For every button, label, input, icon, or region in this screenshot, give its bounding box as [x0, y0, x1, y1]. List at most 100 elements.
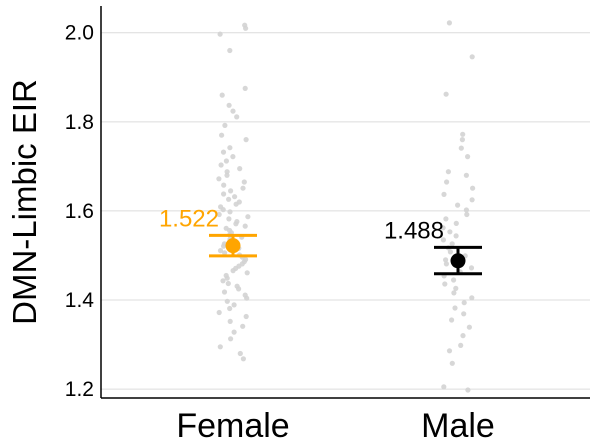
data-point — [225, 280, 231, 287]
data-point — [221, 289, 228, 295]
data-point — [461, 300, 467, 306]
data-point — [441, 191, 447, 197]
data-point — [222, 250, 228, 256]
data-point — [449, 241, 455, 247]
data-point — [240, 185, 246, 191]
data-point — [220, 207, 226, 213]
data-point — [231, 329, 237, 335]
jitter-points — [216, 20, 476, 393]
data-point — [463, 207, 469, 213]
data-point — [228, 336, 234, 342]
data-point — [227, 47, 233, 54]
data-point — [236, 286, 242, 292]
data-point — [445, 169, 451, 175]
data-point — [219, 132, 225, 138]
data-point — [232, 194, 238, 200]
data-point — [443, 261, 449, 267]
data-point — [245, 214, 251, 220]
data-point — [465, 154, 471, 160]
data-point — [230, 108, 236, 114]
mean-markers: 1.522 1.488 — [159, 205, 482, 276]
data-point — [444, 179, 450, 185]
mean-label: 1.488 — [384, 217, 444, 244]
gridlines — [101, 32, 590, 390]
data-point — [234, 114, 240, 120]
data-point — [468, 265, 475, 271]
data-point — [443, 91, 449, 97]
data-point — [463, 172, 469, 178]
data-point — [233, 201, 239, 207]
data-point — [244, 270, 250, 276]
data-point — [227, 318, 233, 324]
data-point — [470, 185, 476, 191]
data-point — [458, 145, 464, 151]
data-point — [460, 131, 466, 137]
data-point — [449, 317, 455, 323]
data-point — [446, 20, 452, 26]
data-point — [221, 182, 227, 188]
data-point — [447, 249, 453, 255]
data-point — [449, 360, 455, 366]
data-point — [220, 278, 226, 284]
data-point — [469, 54, 475, 60]
data-point — [216, 309, 222, 316]
mean-point — [225, 238, 241, 254]
data-point — [453, 220, 459, 226]
data-point — [221, 191, 227, 197]
data-point — [447, 229, 453, 235]
data-point — [226, 216, 232, 222]
data-point — [224, 275, 230, 281]
y-tick-label: 2.0 — [65, 22, 94, 45]
data-point — [443, 257, 449, 263]
data-point — [222, 122, 228, 128]
data-point — [453, 285, 459, 291]
y-tick-label: 1.6 — [65, 200, 94, 223]
data-point — [227, 209, 233, 215]
data-point — [217, 344, 223, 350]
data-point — [458, 342, 464, 348]
data-point — [461, 311, 467, 317]
data-point — [466, 324, 472, 330]
data-point — [230, 154, 236, 160]
data-point — [465, 387, 471, 393]
data-point — [217, 248, 224, 254]
data-point — [224, 298, 230, 304]
data-point — [242, 223, 248, 229]
data-point — [455, 202, 461, 208]
data-point — [217, 31, 223, 37]
data-point — [237, 350, 243, 357]
data-point — [240, 356, 246, 362]
data-point — [460, 333, 466, 339]
y-tick-label: 1.8 — [65, 111, 94, 134]
data-point — [442, 281, 448, 287]
data-point — [243, 313, 249, 320]
mean-point — [450, 253, 466, 269]
mean-label: 1.522 — [159, 205, 219, 232]
x-category-label: Female — [176, 407, 289, 440]
data-point — [244, 295, 250, 301]
data-point — [243, 25, 249, 31]
data-point — [216, 176, 222, 182]
data-point — [440, 237, 446, 243]
y-tick-label: 1.4 — [65, 289, 95, 312]
data-point — [241, 179, 247, 185]
data-point — [240, 323, 246, 329]
x-category-label: Male — [421, 407, 495, 440]
data-point — [233, 221, 239, 227]
data-point — [218, 162, 224, 168]
data-point — [469, 295, 475, 301]
data-point — [219, 92, 225, 98]
axes: 1.2 1.4 1.6 1.8 2.0 Female Male — [65, 6, 590, 440]
data-point — [451, 290, 457, 296]
data-point — [440, 225, 446, 231]
y-tick-label: 1.2 — [65, 378, 94, 401]
data-point — [242, 85, 248, 91]
data-point — [452, 305, 458, 311]
data-point — [231, 302, 237, 308]
data-point — [221, 243, 227, 249]
data-point — [227, 305, 233, 312]
y-axis-title: DMN-Limbic EIR — [6, 79, 43, 325]
data-point — [464, 211, 470, 218]
data-point — [227, 145, 233, 151]
